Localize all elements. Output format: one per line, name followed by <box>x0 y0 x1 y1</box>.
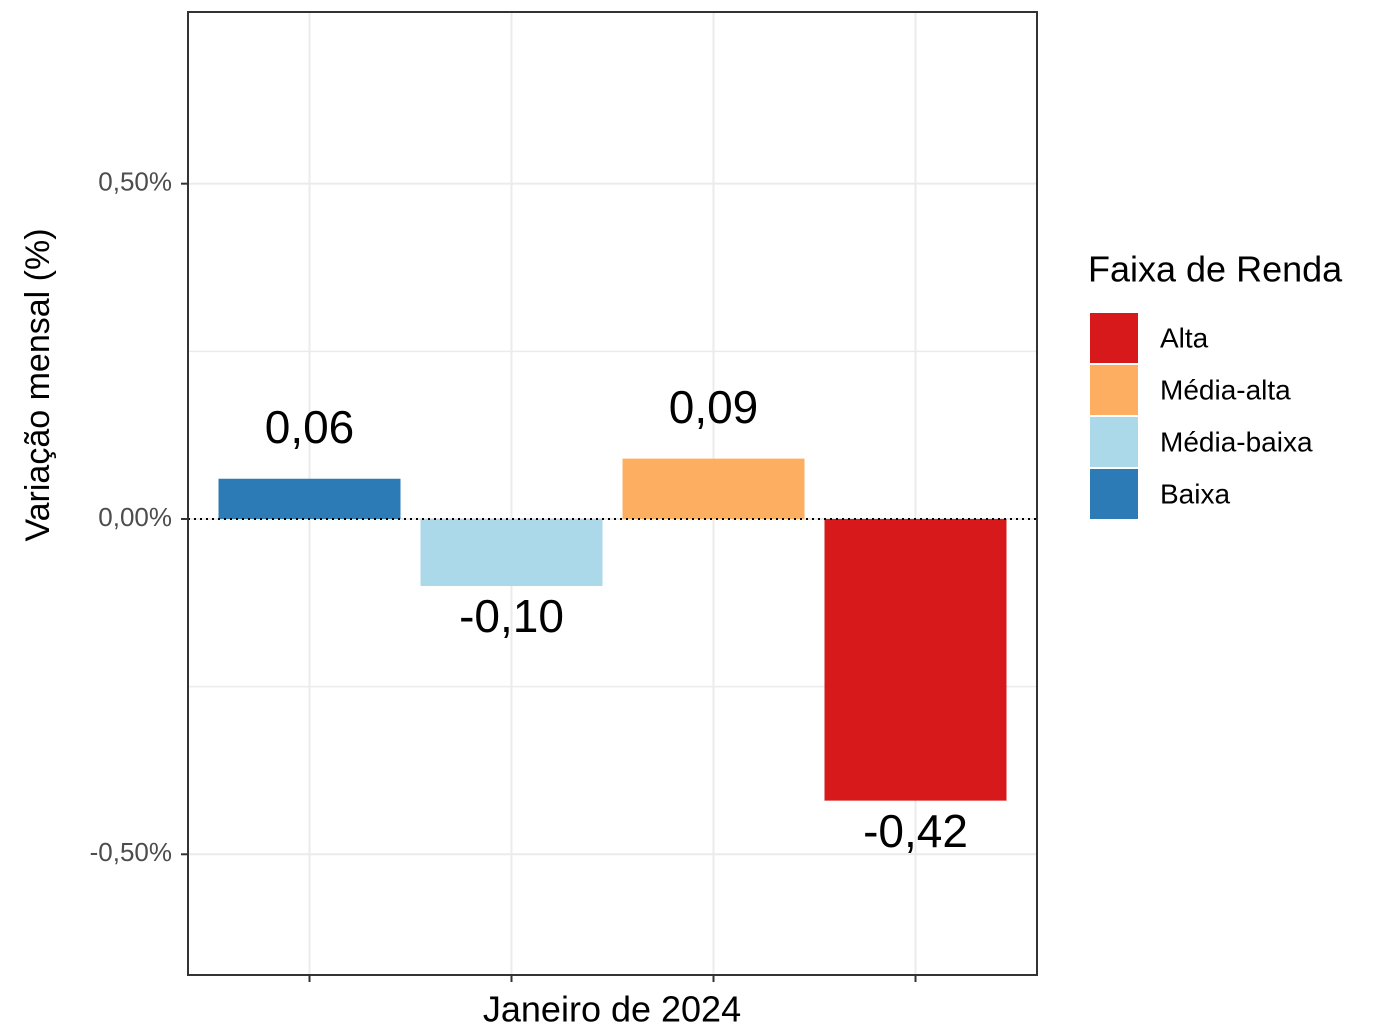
y-tick-label: -0,50% <box>90 837 172 867</box>
x-axis-title: Janeiro de 2024 <box>483 989 741 1030</box>
legend-label: Média-alta <box>1160 374 1291 405</box>
data-label: -0,10 <box>459 590 564 642</box>
legend-key <box>1090 469 1138 519</box>
data-label: 0,06 <box>265 401 355 453</box>
legend-key <box>1090 417 1138 467</box>
legend-key <box>1090 313 1138 363</box>
legend-key <box>1090 365 1138 415</box>
y-tick-label: 0,00% <box>98 502 172 532</box>
y-axis-title: Variação mensal (%) <box>19 228 57 541</box>
bar <box>622 458 805 519</box>
bar <box>824 518 1007 801</box>
legend-label: Média-baixa <box>1160 426 1313 457</box>
data-label: -0,42 <box>863 805 968 857</box>
y-tick-label: 0,50% <box>98 167 172 197</box>
legend-title: Faixa de Renda <box>1088 249 1343 290</box>
legend-label: Baixa <box>1160 478 1230 509</box>
panel-border <box>187 11 1038 976</box>
legend-label: Alta <box>1160 322 1209 353</box>
data-label: 0,09 <box>669 381 759 433</box>
bar <box>420 518 603 587</box>
bar <box>218 478 401 519</box>
